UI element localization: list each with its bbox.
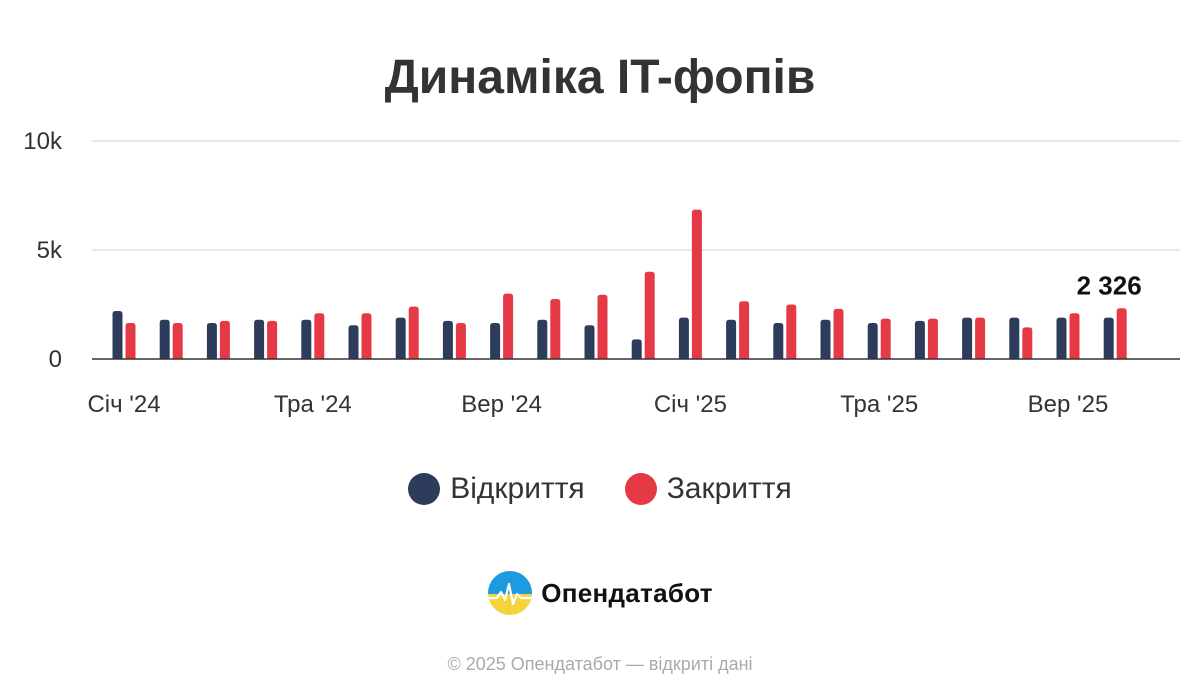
bar-closed — [125, 323, 136, 359]
bar-closed — [267, 320, 278, 359]
bar-closed — [455, 323, 466, 359]
bar-closed — [408, 306, 419, 359]
bar-closed — [975, 317, 986, 359]
bar-opened — [254, 319, 265, 359]
bar-closed — [219, 320, 230, 359]
brand-name: Опендатабот — [541, 577, 713, 608]
bar-closed — [1116, 308, 1127, 359]
bar-opened — [1103, 317, 1114, 359]
bar-opened — [631, 339, 642, 359]
y-tick-label: 10k — [23, 128, 63, 155]
x-tick-label: Тра '25 — [840, 391, 918, 418]
bar-opened — [348, 325, 359, 359]
bar-opened — [773, 323, 784, 359]
bar-closed — [880, 318, 891, 359]
bar-closed — [833, 308, 844, 359]
x-tick-label: Тра '24 — [274, 391, 352, 418]
bar-opened — [490, 323, 501, 359]
y-tick-label: 5k — [37, 237, 63, 264]
x-tick-label: Січ '25 — [654, 391, 727, 418]
bar-closed — [644, 271, 655, 359]
bar-closed — [172, 323, 183, 359]
legend-marker-closed-icon — [624, 473, 657, 505]
x-tick-label: Січ '24 — [87, 391, 160, 418]
data-label: 2 326 — [1077, 270, 1142, 300]
bar-closed — [361, 313, 372, 359]
bar-opened — [206, 323, 217, 359]
legend-item-closed[interactable]: Закриття — [624, 472, 792, 506]
bar-closed — [927, 318, 938, 359]
x-tick-label: Вер '24 — [461, 391, 542, 418]
bar-closed — [739, 301, 750, 359]
chart-title: Динаміка IT-фопів — [384, 51, 816, 104]
x-tick-label: Вер '25 — [1028, 391, 1109, 418]
legend-label-opened: Відкриття — [450, 472, 585, 505]
bar-closed — [1022, 327, 1033, 359]
brand-logo[interactable]: Опендатабот — [0, 570, 1200, 616]
bar-opened — [112, 311, 123, 359]
bar-closed — [597, 294, 608, 359]
bar-opened — [584, 325, 595, 359]
chart-legend: Відкриття Закриття — [0, 472, 1200, 506]
legend-item-opened[interactable]: Відкриття — [408, 472, 585, 506]
bar-opened — [914, 320, 925, 359]
bar-opened — [820, 319, 831, 359]
bar-opened — [1056, 317, 1067, 359]
bar-closed — [550, 299, 561, 359]
bar-opened — [301, 319, 312, 359]
bar-chart: 0 5k 10k Січ '24 Тра '24 Вер '24 Січ '25 Тра '2… — [23, 128, 1180, 418]
bar-opened — [159, 319, 170, 359]
bar-opened — [537, 319, 548, 359]
footer-copyright: © 2025 Опендатабот — відкриті дані — [447, 654, 753, 674]
bar-closed — [786, 304, 797, 359]
opendatabot-logo-icon — [488, 571, 533, 615]
y-tick-label: 0 — [49, 346, 62, 373]
bar-opened — [678, 317, 689, 359]
bar-closed — [1069, 313, 1080, 359]
bar-opened — [442, 320, 453, 359]
bar-opened — [726, 319, 737, 359]
bar-opened — [395, 317, 406, 359]
legend-marker-opened-icon — [408, 473, 441, 505]
bar-closed — [314, 313, 325, 359]
bar-closed — [691, 209, 702, 359]
bar-opened — [867, 323, 878, 359]
bar-closed — [503, 293, 514, 359]
legend-label-closed: Закриття — [666, 472, 792, 505]
bar-opened — [962, 317, 973, 359]
bar-opened — [1009, 317, 1020, 359]
